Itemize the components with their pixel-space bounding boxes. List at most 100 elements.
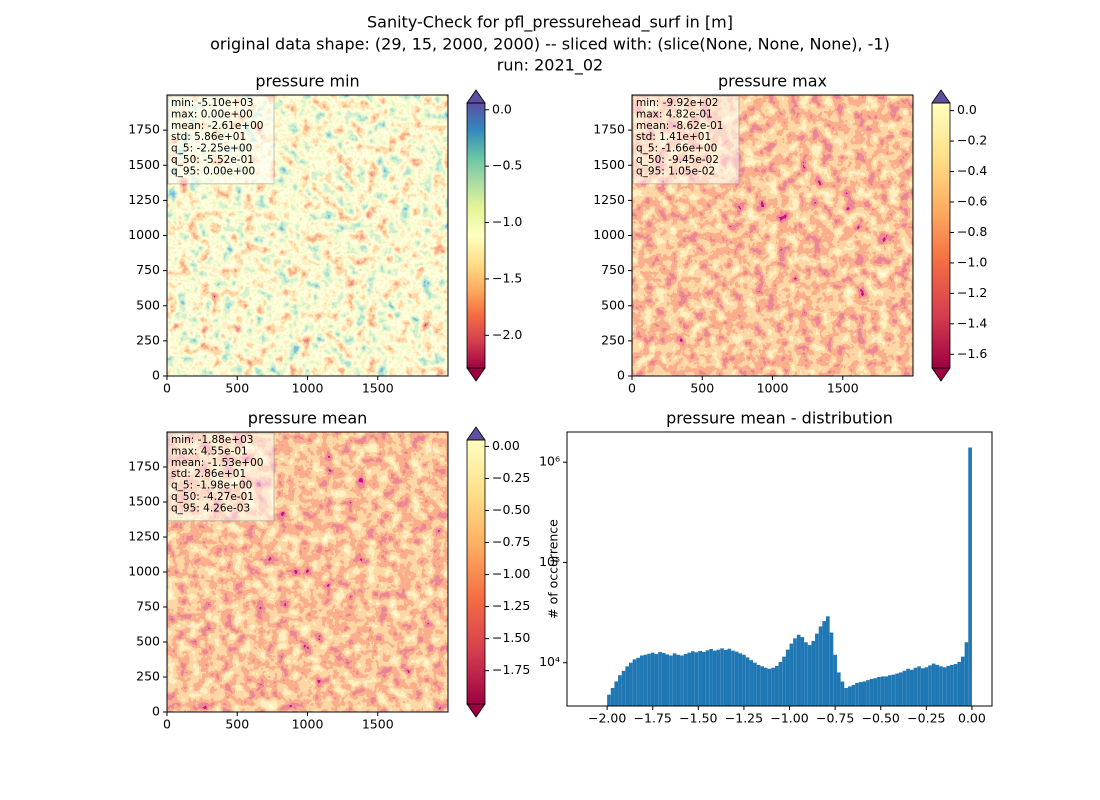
x-tick-label: −0.50 [862, 711, 900, 726]
figure-subtitle: run: 2021_02 [497, 56, 603, 76]
hist-bar [804, 642, 808, 706]
hist-bar [855, 682, 859, 706]
stats-line: std: 2.86e+01 [171, 468, 246, 480]
x-tick-label: 1500 [362, 381, 394, 396]
hist-bar [760, 666, 764, 706]
hist-bar [716, 649, 721, 706]
hist-bar [909, 669, 914, 706]
hist-bar [658, 651, 662, 706]
colorbar-tick-label: −1.0 [957, 254, 987, 269]
hist-bar [939, 666, 943, 706]
hist-bar [807, 645, 812, 706]
x-tick-label: 0 [163, 717, 171, 732]
hist-bar [610, 687, 615, 706]
hist-bar [873, 678, 878, 706]
hist-bar [738, 653, 743, 706]
hist-bar [884, 676, 889, 706]
hist-bar [607, 694, 611, 706]
hist-bar [851, 684, 856, 706]
colorbar-tick-label: −0.4 [957, 163, 987, 178]
hist-bar [745, 657, 750, 706]
y-tick-label: 10⁶ [539, 454, 560, 469]
hist-bar [742, 654, 746, 706]
colorbar-tick-label: −0.6 [957, 193, 987, 208]
y-axis-label: # of occurrence [546, 519, 561, 619]
colorbar-tick-label: 0.0 [492, 101, 512, 116]
hist-bar [844, 687, 848, 706]
axes-title: pressure min [255, 72, 359, 91]
hist-bar [924, 667, 929, 706]
colorbar-frame [931, 102, 951, 369]
hist-bar [888, 675, 892, 706]
stats-line: min: -5.10e+03 [171, 97, 253, 109]
x-tick-label: 1000 [757, 381, 789, 396]
hist-bar [643, 654, 648, 706]
hist-bar [866, 680, 870, 706]
hist-bar [858, 682, 863, 706]
stats-box [167, 432, 275, 522]
hist-bar [618, 675, 622, 706]
y-tick-label: 250 [136, 332, 160, 347]
colorbar-tick-label: −0.75 [492, 534, 530, 549]
y-tick-label: 1250 [593, 192, 625, 207]
x-tick-label: 500 [690, 381, 714, 396]
figure-title: Sanity-Check for pfl_pressurehead_surf i… [367, 13, 733, 33]
x-tick-label: 500 [225, 381, 249, 396]
hist-bar [946, 665, 951, 706]
colorbar-tick-label: −1.00 [492, 566, 530, 581]
x-tick-label: 1000 [292, 381, 324, 396]
colorbar [467, 440, 485, 704]
hist-bar [774, 665, 779, 706]
hist-bar [614, 681, 619, 706]
y-tick-label: 1250 [128, 529, 160, 544]
hist-bar [840, 681, 845, 706]
stats-box [167, 95, 275, 185]
axes-title: pressure max [718, 72, 827, 91]
x-tick-label: −1.25 [725, 711, 763, 726]
hist-bar [683, 654, 688, 706]
hist-bar [753, 662, 757, 706]
x-tick-label: 0 [163, 381, 171, 396]
hist-bar [898, 672, 903, 706]
hist-bar [800, 637, 805, 706]
stats-line: q_95: 0.00e+00 [171, 165, 255, 177]
hist-bar [629, 662, 633, 706]
hist-bar [709, 648, 713, 706]
y-tick-label: 1250 [128, 192, 160, 207]
y-tick-label: 250 [136, 669, 160, 684]
colorbar-tick-label: −1.25 [492, 598, 530, 613]
hist-bar [782, 656, 786, 706]
stats-line: q_5: -1.66e+00 [636, 143, 717, 155]
stats-line: q_95: 4.26e-03 [171, 502, 250, 514]
hist-bar [960, 656, 965, 706]
stats-line: mean: -1.53e+00 [171, 457, 263, 469]
hist-bar [778, 661, 783, 706]
hist-bar [913, 667, 918, 706]
hist-bar [698, 650, 702, 706]
y-tick-label: 500 [136, 634, 160, 649]
hist-bar [694, 652, 699, 706]
hist-bar [826, 616, 830, 706]
hist-bar [818, 626, 823, 706]
hist-bar [964, 642, 969, 706]
axes-title: pressure mean - distribution [666, 409, 893, 428]
hist-bar [862, 681, 867, 706]
hist-bar [811, 640, 816, 706]
y-tick-label: 750 [136, 262, 160, 277]
hist-bar [720, 648, 724, 706]
y-tick-label: 0 [152, 704, 160, 719]
colorbar-tick-label: −1.6 [957, 346, 987, 361]
y-tick-label: 1750 [593, 122, 625, 137]
stats-line: q_50: -9.45e-02 [636, 154, 719, 166]
colorbar-frame [466, 102, 486, 369]
x-tick-label: −1.00 [770, 711, 808, 726]
hist-bar [672, 653, 677, 706]
hist-bar [935, 664, 940, 706]
hist-bar [749, 660, 754, 706]
hist-bar [917, 666, 921, 706]
hist-bar [676, 654, 681, 706]
x-tick-label: −0.25 [907, 711, 945, 726]
hist-bar [880, 676, 885, 706]
stats-line: std: 1.41e+01 [636, 131, 711, 143]
colorbar-tick-label: −2.0 [492, 327, 522, 342]
